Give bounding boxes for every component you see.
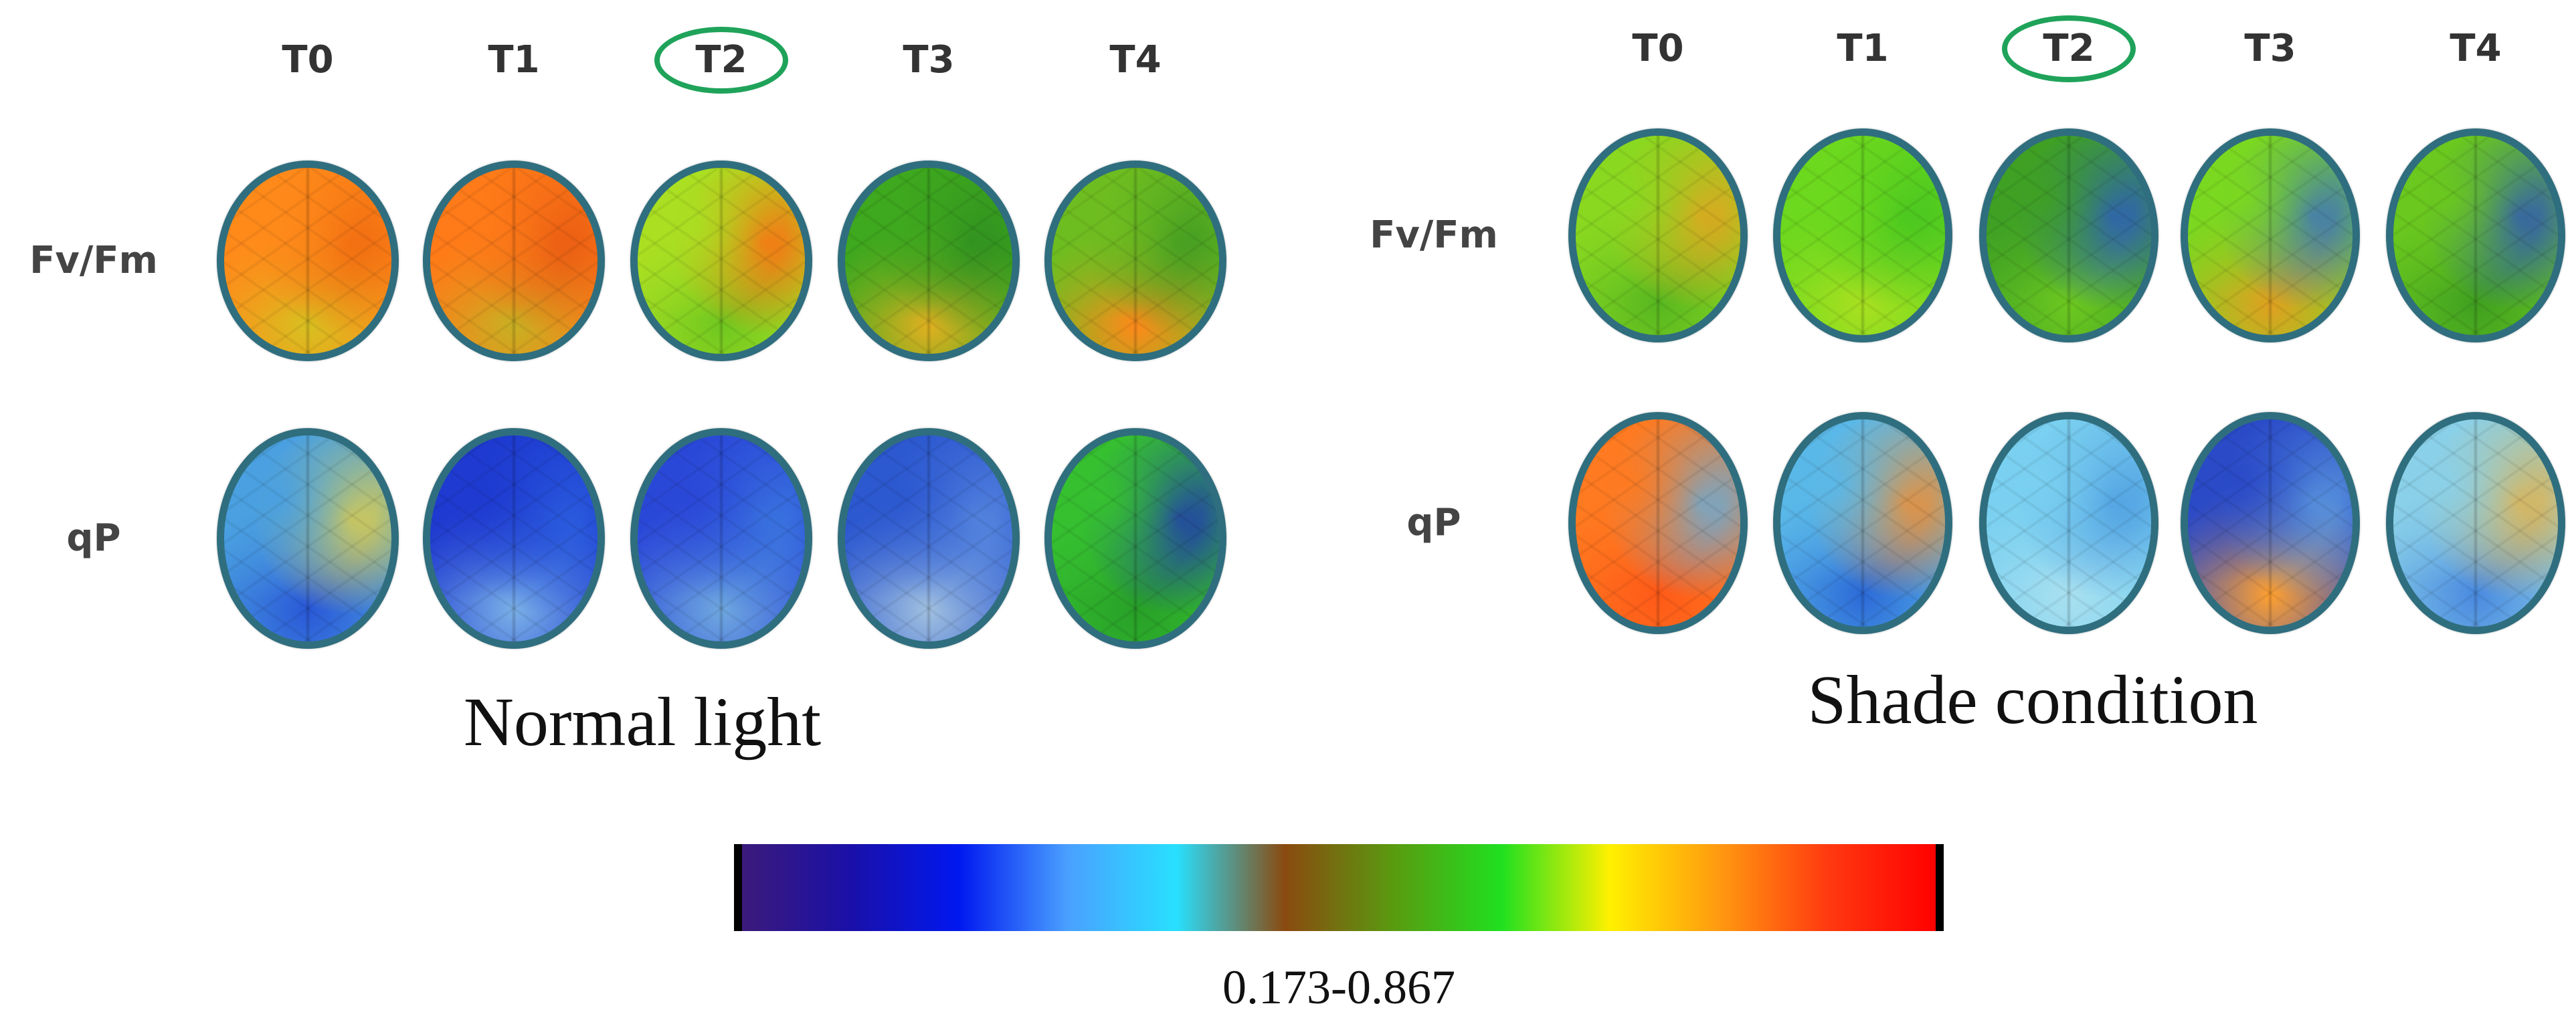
leaf-image-t4 bbox=[2386, 128, 2565, 342]
leaf-image-t0 bbox=[217, 428, 399, 649]
leaf-image-t1 bbox=[1773, 412, 1952, 634]
leaf-image-t1 bbox=[423, 161, 605, 361]
leaf-image-t2 bbox=[630, 428, 812, 649]
column-header-t0: T0 bbox=[1632, 27, 1684, 70]
leaf-image-t3 bbox=[2181, 412, 2360, 634]
row-label-qp: qP bbox=[66, 516, 121, 560]
highlight-ring bbox=[2002, 15, 2136, 82]
row-label-fvfm: Fv/Fm bbox=[29, 239, 158, 282]
leaf-image-t2 bbox=[1979, 412, 2158, 634]
leaf-image-t0 bbox=[1568, 128, 1748, 342]
colorbar-range-label: 0.173-0.867 bbox=[1222, 960, 1455, 1014]
leaf-image-t3 bbox=[2181, 128, 2360, 342]
leaf-image-t2 bbox=[630, 161, 812, 361]
column-header-t1: T1 bbox=[1837, 27, 1889, 70]
panel-title: Normal light bbox=[463, 684, 822, 760]
row-label-qp: qP bbox=[1406, 501, 1461, 544]
column-header-t3: T3 bbox=[903, 38, 955, 82]
leaf-image-t3 bbox=[838, 161, 1020, 361]
leaf-image-t4 bbox=[1044, 161, 1226, 361]
leaf-image-t0 bbox=[1568, 412, 1748, 634]
leaf-image-t1 bbox=[1773, 128, 1952, 342]
column-header-t4: T4 bbox=[1109, 38, 1162, 82]
column-header-t3: T3 bbox=[2244, 27, 2296, 70]
column-header-t0: T0 bbox=[282, 38, 334, 82]
row-label-fvfm: Fv/Fm bbox=[1370, 213, 1498, 257]
column-header-t4: T4 bbox=[2450, 27, 2502, 70]
leaf-image-t3 bbox=[838, 428, 1020, 649]
leaf-image-t4 bbox=[1044, 428, 1226, 649]
panel-title: Shade condition bbox=[1807, 662, 2258, 738]
leaf-image-t2 bbox=[1979, 128, 2158, 342]
colorbar bbox=[734, 844, 1944, 931]
column-header-t1: T1 bbox=[488, 38, 540, 82]
leaf-image-t1 bbox=[423, 428, 605, 649]
highlight-ring bbox=[654, 27, 788, 94]
leaf-image-t4 bbox=[2386, 412, 2565, 634]
leaf-image-t0 bbox=[217, 161, 399, 361]
